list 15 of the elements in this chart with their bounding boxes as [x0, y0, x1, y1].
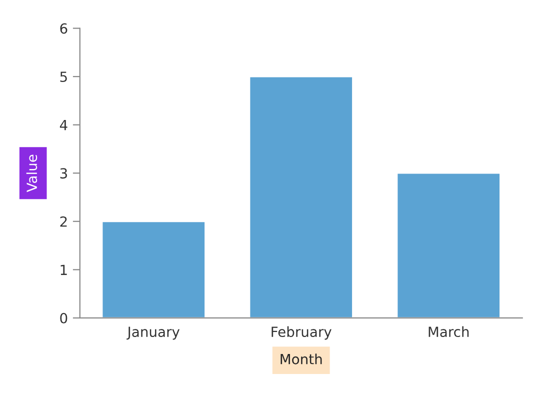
- y-tick-label: 4: [60, 120, 68, 130]
- y-tick-label: 5: [60, 72, 67, 82]
- y-tick-label: 0: [60, 312, 68, 324]
- y-tick-label: 6: [60, 23, 68, 34]
- y-tick-label: 1: [60, 264, 67, 275]
- y-axis-title: Value: [26, 154, 38, 192]
- x-axis-title: Month: [280, 354, 322, 364]
- y-tick-label: 3: [60, 168, 67, 179]
- x-tick-label: February: [272, 326, 332, 340]
- x-tick-label: January: [126, 326, 180, 340]
- y-tick-label: 2: [60, 216, 67, 227]
- bar: [101, 220, 206, 318]
- bar: [248, 76, 354, 318]
- bar: [396, 172, 501, 318]
- x-tick-label: March: [428, 326, 469, 338]
